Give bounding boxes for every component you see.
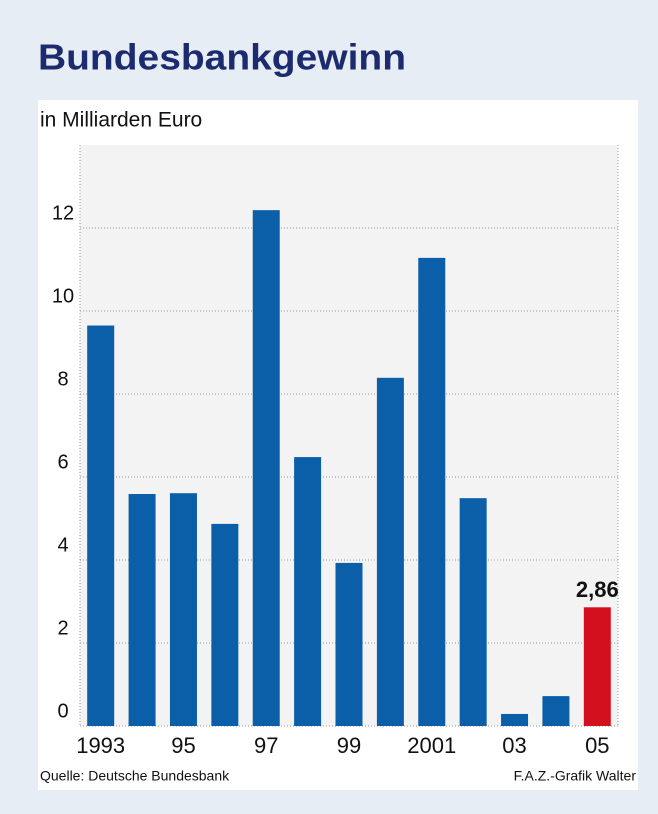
- bar: [335, 562, 363, 726]
- y-tick-label: 4: [57, 534, 68, 556]
- bar: [501, 713, 529, 726]
- bar: [459, 498, 487, 726]
- x-tick-label: 2001: [407, 733, 456, 758]
- y-tick-label: 0: [57, 700, 68, 722]
- bar: [169, 493, 197, 726]
- x-tick-label: 03: [502, 733, 526, 758]
- x-tick-label: 99: [337, 733, 361, 758]
- value-label: 2,86: [576, 577, 619, 602]
- bar: [376, 377, 404, 726]
- y-tick-label: 8: [57, 368, 68, 390]
- bar: [542, 696, 570, 726]
- y-tick-label: 10: [52, 285, 74, 307]
- x-tick-label: 05: [585, 733, 609, 758]
- bar: [418, 257, 446, 726]
- chart-title: Bundesbankgewinn: [38, 37, 406, 78]
- x-tick-label: 95: [171, 733, 195, 758]
- bar: [128, 494, 156, 726]
- bar: [583, 607, 611, 726]
- credit: F.A.Z.-Grafik Walter: [514, 768, 637, 784]
- bar: [252, 210, 280, 726]
- y-tick-label: 12: [52, 202, 74, 224]
- subtitle: in Milliarden Euro: [40, 109, 202, 132]
- source: Quelle: Deutsche Bundesbank: [40, 768, 230, 784]
- x-tick-label: 97: [254, 733, 278, 758]
- x-tick-label: 1993: [76, 733, 125, 758]
- bar: [87, 325, 115, 726]
- bar: [211, 523, 239, 726]
- y-tick-label: 2: [57, 617, 68, 639]
- y-tick-label: 6: [57, 451, 68, 473]
- bar: [294, 457, 322, 726]
